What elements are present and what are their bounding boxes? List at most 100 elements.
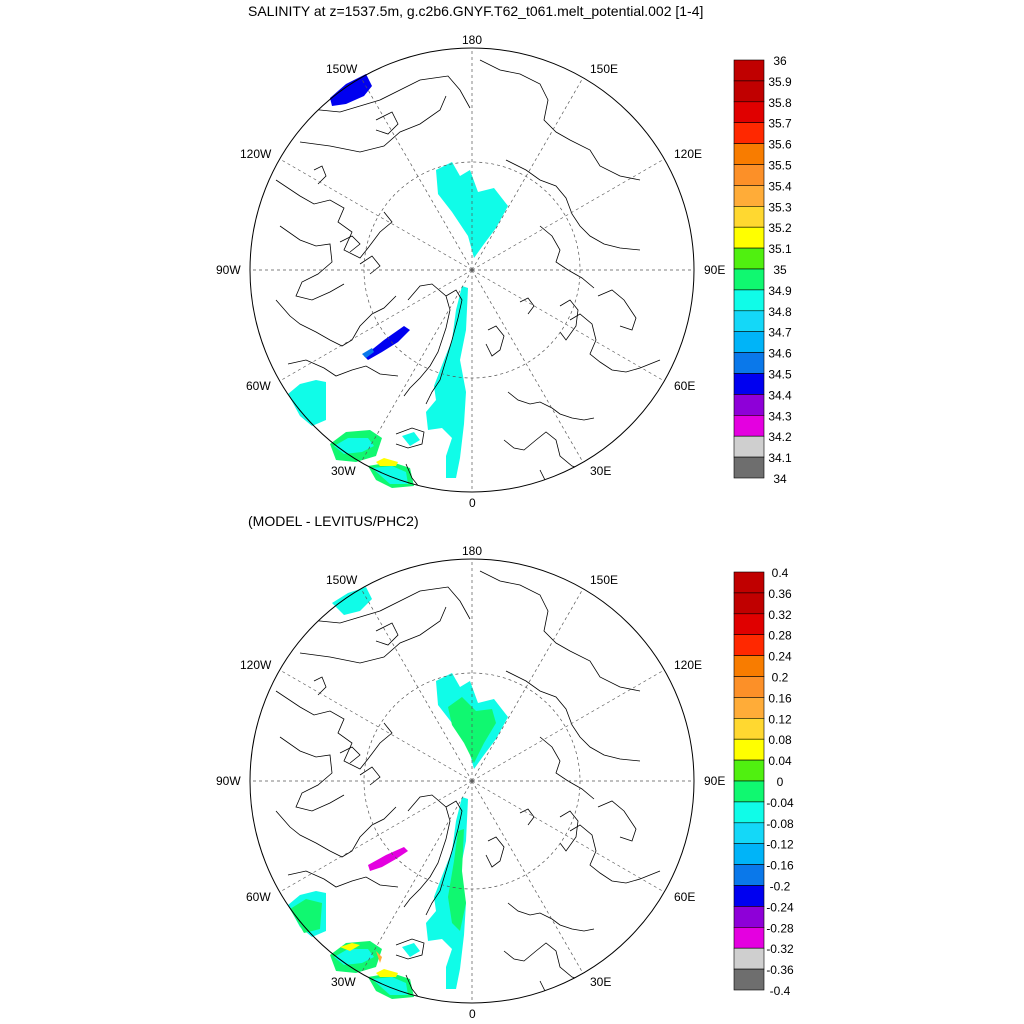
colorbar-swatch <box>733 655 765 677</box>
colorbar-tick-label: 35.9 <box>768 75 792 89</box>
coast-alaska-beaufort <box>299 606 447 664</box>
field-region-atlantic-a-edge2 <box>376 951 382 963</box>
colorbar-swatch <box>733 143 765 165</box>
colorbar-tick-label: -0.4 <box>770 984 791 998</box>
coast-island-c <box>359 766 381 786</box>
longitude-label: 90W <box>216 774 241 788</box>
colorbar-swatch <box>733 247 765 270</box>
colorbar-swatch <box>733 717 765 740</box>
longitude-label: 120E <box>674 658 702 672</box>
bottom-panel-title: (MODEL - LEVITUS/PHC2) <box>248 513 419 529</box>
colorbar-tick-label: 34.1 <box>768 451 792 465</box>
coast-kara <box>597 289 637 331</box>
colorbar-swatch <box>733 185 765 207</box>
salinity-map-border <box>249 47 695 493</box>
field-region-pacific <box>332 587 372 615</box>
field-region-greenland-sea-core <box>448 829 466 931</box>
top-panel-title: SALINITY at z=1537.5m, g.c2b6.GNYF.T62_t… <box>248 3 704 19</box>
graticule-meridian <box>471 669 665 782</box>
field-region-baffin-bay <box>368 847 408 871</box>
colorbar-tick-label: 35.4 <box>768 179 792 193</box>
colorbar-swatch <box>733 331 765 353</box>
colorbar-swatch <box>733 226 765 249</box>
colorbar-swatch <box>733 947 765 970</box>
colorbar-tick-label: 0.08 <box>768 733 792 747</box>
longitude-label: 60E <box>674 890 695 904</box>
coast-nz-island <box>559 810 579 852</box>
coast-hudson-bay-south <box>275 806 397 858</box>
coast-baltic <box>539 469 553 492</box>
coast-siberia-north <box>505 670 641 762</box>
coast-island-b <box>339 235 361 253</box>
colorbar-tick-label: 35.5 <box>768 159 792 173</box>
field-spot-iceland <box>402 432 420 446</box>
colorbar-swatch <box>733 676 765 698</box>
longitude-label: 180 <box>462 33 482 47</box>
coast-hudson-bay-south <box>275 295 397 347</box>
field-region-labrador-core <box>290 899 322 933</box>
colorbar-swatch <box>733 822 765 844</box>
coast-island-a <box>375 111 399 135</box>
graticule-meridian <box>279 669 473 782</box>
difference-field-shading <box>288 587 508 999</box>
coast-svalbard <box>485 325 505 357</box>
colorbar-swatch <box>733 613 765 635</box>
coast-iceland <box>395 427 425 449</box>
colorbar-swatch <box>733 164 765 186</box>
colorbar-tick-label: 34.4 <box>768 388 792 402</box>
colorbar-tick-label: 35.2 <box>768 221 792 235</box>
coast-labrador <box>287 359 399 377</box>
difference-map-border <box>249 558 695 1004</box>
colorbar-tick-label: 34.5 <box>768 368 792 382</box>
coast-hudson-region <box>279 225 345 301</box>
colorbar-tick-label: 36 <box>773 54 787 68</box>
colorbar-tick-label: 34.9 <box>768 284 792 298</box>
graticule-meridian <box>471 269 584 463</box>
coast-island-d <box>313 165 327 185</box>
colorbar-swatch <box>733 864 765 886</box>
colorbar-tick-label: 0.16 <box>768 691 792 705</box>
coast-labrador <box>287 870 399 888</box>
graticule-meridian <box>471 77 584 271</box>
colorbar-swatch <box>733 780 765 803</box>
colorbar-tick-label: 35.3 <box>768 200 792 214</box>
difference-polar-map: 180 0 90W 90E 150W 150E 120W 120E 60W 60E 30W 30E <box>216 544 725 1021</box>
longitude-label: 30E <box>590 464 611 478</box>
longitude-label: 180 <box>462 544 482 558</box>
coast-svalbard <box>485 836 505 868</box>
colorbar-tick-label: -0.16 <box>766 859 794 873</box>
colorbar-swatch <box>733 122 765 144</box>
field-region-pacific <box>330 74 372 106</box>
coast-franz-josef <box>519 297 535 315</box>
colorbar-swatch <box>733 352 765 374</box>
longitude-label: 90E <box>704 263 725 277</box>
coast-baltic <box>539 980 553 1003</box>
colorbar-swatch <box>733 80 765 103</box>
salinity-field-shading <box>288 74 508 488</box>
coast-greenland-east <box>425 289 463 405</box>
coast-greenland-west <box>403 794 451 908</box>
longitude-label: 60W <box>246 890 271 904</box>
graticule-meridian <box>471 269 665 382</box>
coast-uk <box>405 463 421 489</box>
field-region-greenland-sea <box>426 286 468 478</box>
colorbar-tick-label: 34.3 <box>768 409 792 423</box>
colorbar-tick-label: 0.24 <box>768 650 792 664</box>
coast-greenland-west <box>403 283 451 397</box>
colorbar-swatch <box>733 738 765 761</box>
colorbar-tick-label: 0.04 <box>768 754 792 768</box>
colorbar-tick-label: 35.7 <box>768 117 792 131</box>
longitude-label: 60E <box>674 379 695 393</box>
coast-nz-island <box>559 299 579 341</box>
colorbar-tick-label: 34.2 <box>768 430 792 444</box>
longitude-label: 90E <box>704 774 725 788</box>
coast-franz-josef <box>519 808 535 826</box>
colorbar-tick-label: 35 <box>773 263 787 277</box>
colorbar-swatch <box>733 801 765 824</box>
colorbar-tick-label: -0.32 <box>766 942 794 956</box>
graticule-meridian <box>471 780 584 974</box>
colorbar-tick-label: 34 <box>773 472 787 486</box>
colorbar-tick-label: 35.8 <box>768 96 792 110</box>
coast-island-d <box>313 676 327 696</box>
graticule-meridian <box>279 780 473 893</box>
